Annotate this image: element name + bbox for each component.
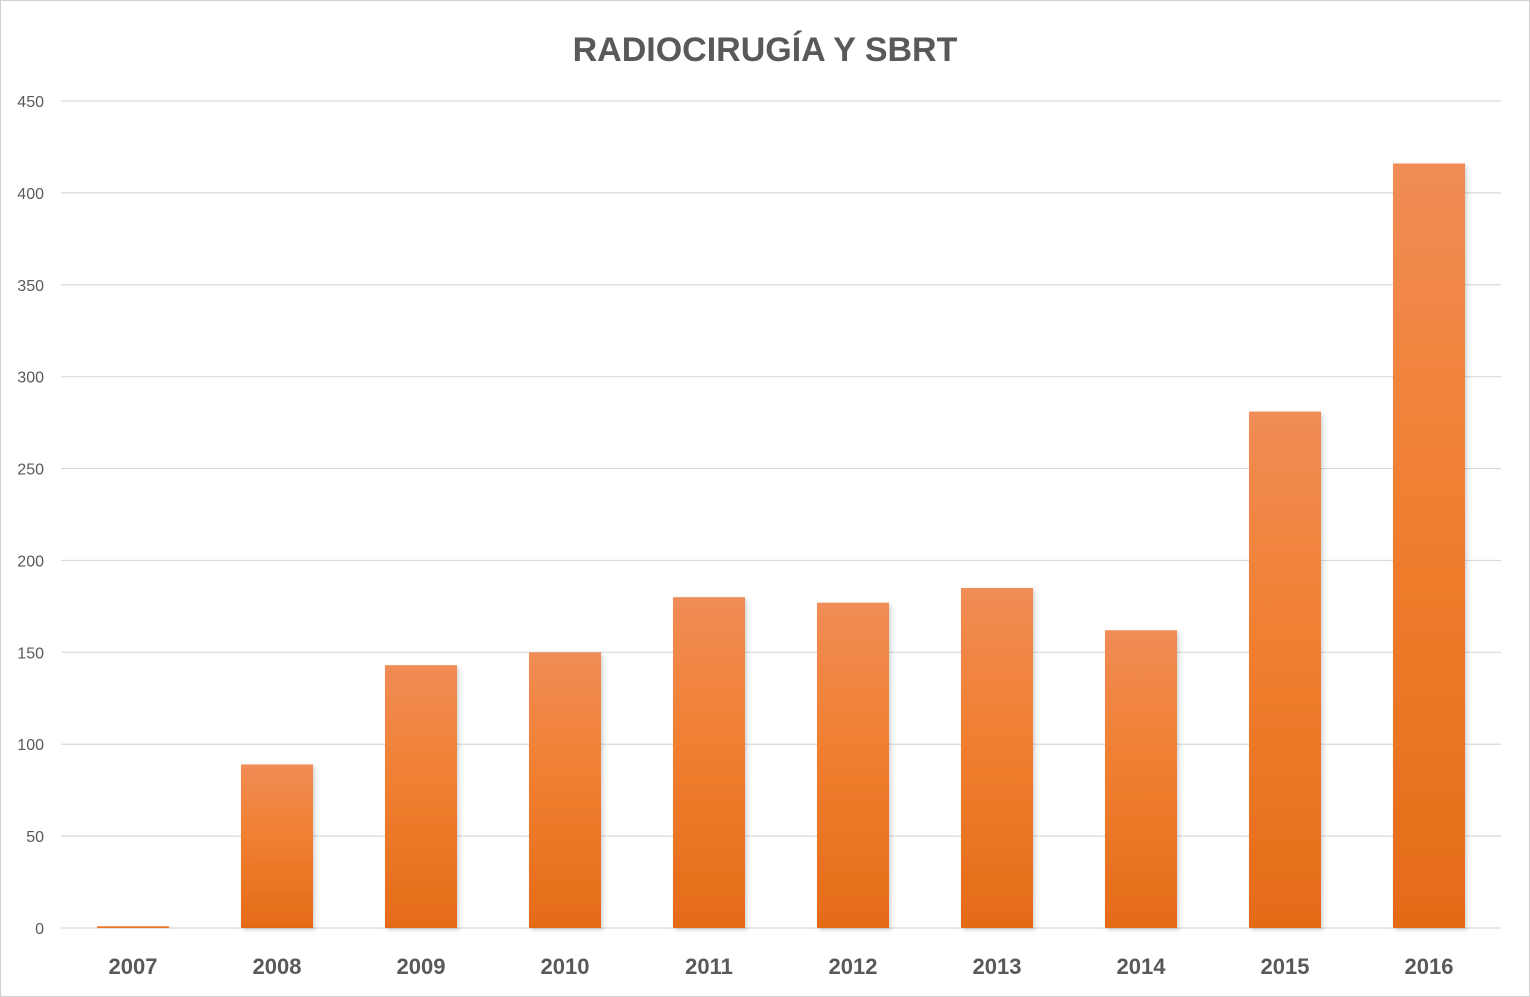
bars (97, 163, 1465, 929)
y-axis-ticks: 0 50 100 150 200 250 300 350 400 450 (17, 94, 44, 938)
bar-2008 (241, 764, 313, 928)
bar-2016 (1393, 163, 1465, 929)
bar-2013 (961, 588, 1033, 928)
x-tick-label: 2014 (1117, 954, 1167, 979)
y-tick-label: 100 (17, 737, 44, 754)
x-tick-label: 2011 (685, 954, 733, 979)
x-tick-label: 2013 (973, 954, 1022, 979)
bar-2014 (1105, 630, 1177, 928)
y-tick-label: 50 (26, 829, 44, 846)
y-tick-label: 200 (17, 553, 44, 570)
y-tick-label: 150 (17, 645, 44, 662)
bar-2007 (97, 926, 169, 928)
chart-title: RADIOCIRUGÍA Y SBRT (573, 31, 958, 69)
x-tick-label: 2007 (109, 954, 158, 979)
bar-2010 (529, 652, 601, 928)
bar-2012 (817, 602, 889, 928)
bar-2011 (673, 597, 745, 928)
y-tick-label: 400 (17, 186, 44, 203)
x-axis-ticks: 2007 2008 2009 2010 2011 2012 2013 2014 2015 2016 (109, 954, 1454, 979)
x-tick-label: 2016 (1405, 954, 1454, 979)
x-tick-label: 2012 (829, 954, 878, 979)
y-tick-label: 350 (17, 278, 44, 295)
y-tick-label: 0 (35, 921, 44, 938)
x-tick-label: 2015 (1261, 954, 1310, 979)
y-tick-label: 450 (17, 94, 44, 111)
y-tick-label: 300 (17, 370, 44, 387)
y-tick-label: 250 (17, 462, 44, 479)
x-tick-label: 2009 (397, 954, 446, 979)
bar-2009 (385, 665, 457, 928)
bar-2015 (1249, 411, 1321, 928)
x-tick-label: 2008 (253, 954, 302, 979)
x-tick-label: 2010 (541, 954, 590, 979)
